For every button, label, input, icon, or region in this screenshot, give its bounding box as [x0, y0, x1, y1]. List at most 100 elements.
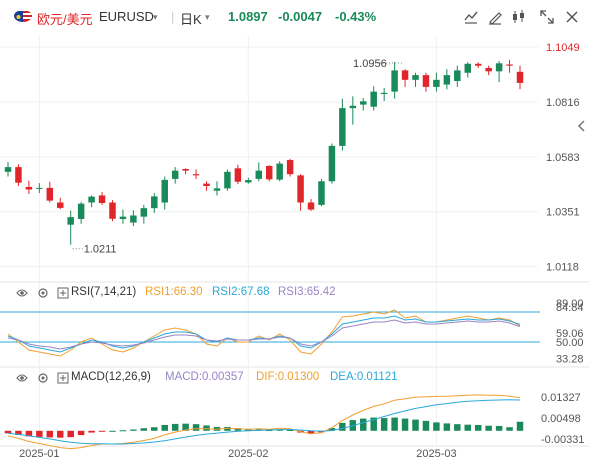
indicator-settings-icon[interactable]: [462, 8, 480, 26]
macd-histogram-bar: [88, 430, 95, 433]
interval-selector[interactable]: 日K: [180, 12, 202, 27]
candle-body: [380, 92, 388, 94]
indicator-toggle-icon[interactable]: [57, 287, 69, 299]
candle-body: [286, 160, 294, 175]
interval-dropdown-icon[interactable]: ▾: [205, 12, 210, 22]
settings-icon[interactable]: [37, 287, 49, 299]
macd-histogram-bar: [57, 430, 64, 438]
candle-body: [98, 195, 106, 203]
macd-line-dea: [7, 399, 521, 445]
candle-body: [307, 202, 315, 210]
flag-icon: [14, 10, 32, 22]
eye-icon[interactable]: [16, 287, 28, 299]
macd-histogram-bar: [412, 419, 419, 431]
rsi3-label: RSI3:65.42: [278, 286, 336, 298]
price-tick-label: 1.0351: [546, 207, 580, 219]
candle-body: [171, 170, 179, 179]
candle-body: [88, 196, 95, 203]
pair-name[interactable]: 欧元/美元: [37, 12, 93, 27]
macd-histogram-bar: [192, 424, 200, 431]
macd-tick-label: 0.01327: [541, 392, 581, 404]
candle-body: [182, 169, 189, 171]
candle-body: [15, 167, 22, 183]
candle-body: [130, 215, 137, 223]
candle-body: [224, 171, 231, 189]
candle-type-icon[interactable]: [510, 8, 528, 26]
macd-title: MACD(12,26,9): [71, 371, 151, 383]
eye-icon[interactable]: [16, 372, 28, 384]
candle-body: [245, 180, 252, 183]
rsi-tick-label: 59.06: [556, 328, 584, 340]
rsi-series: [7, 309, 521, 357]
dif-label: DIF:0.01300: [256, 371, 320, 383]
fullscreen-icon[interactable]: [538, 8, 556, 26]
candle-body: [67, 217, 74, 225]
macd-histogram-bar: [140, 428, 148, 431]
chart-header: 欧元/美元 EURUSD ▾ | 日K ▾ 1.0897 -0.0047 -0.…: [0, 0, 589, 32]
candlestick-series: 1.0956 1.0211: [4, 58, 524, 256]
macd-histogram-bar: [443, 423, 451, 431]
macd-series: [4, 394, 524, 450]
candle-body: [422, 75, 430, 87]
macd-histogram-bar: [245, 429, 252, 431]
macd-histogram-bar: [307, 430, 315, 434]
macd-histogram-bar: [98, 430, 106, 432]
macd-histogram-bar: [161, 424, 168, 431]
rsi-line-rsi3: [7, 319, 521, 350]
candle-body: [318, 181, 325, 205]
candle-body: [77, 203, 85, 220]
indicator-toggle-icon[interactable]: [57, 372, 69, 384]
macd-histogram-bar: [234, 428, 242, 431]
macd-histogram-bar: [203, 425, 210, 431]
candle-body: [203, 183, 210, 186]
settings-icon[interactable]: [37, 372, 49, 384]
price-annotation: 1.0956: [353, 58, 387, 70]
last-price: 1.0897: [228, 9, 268, 24]
macd-histogram-bar: [151, 427, 158, 431]
candle-body: [57, 202, 64, 208]
candle-body: [370, 91, 377, 107]
candle-body: [25, 186, 33, 190]
price-tick-label: 1.0118: [546, 262, 579, 274]
collapse-arrow-icon[interactable]: [576, 118, 588, 134]
macd-line-dif: [7, 394, 521, 450]
candle-body: [151, 196, 158, 209]
draw-tool-icon[interactable]: [486, 8, 504, 26]
x-tick-label: 2025-02: [228, 448, 268, 460]
candle-body: [443, 75, 451, 85]
macd-label: MACD:0.00357: [165, 371, 244, 383]
macd-histogram-bar: [506, 427, 513, 431]
macd-histogram-bar: [15, 430, 22, 435]
close-icon[interactable]: [563, 8, 581, 26]
macd-histogram-bar: [109, 430, 116, 432]
candle-body: [4, 167, 12, 172]
x-tick-label: 2025-03: [416, 448, 456, 460]
rsi-tick-label: 50.00: [556, 337, 584, 349]
macd-histogram-bar: [391, 417, 398, 431]
candle-body: [349, 105, 357, 109]
candle-body: [339, 108, 346, 146]
macd-histogram-bar: [454, 424, 461, 431]
dropdown-icon[interactable]: ▾: [153, 12, 158, 22]
candle-body: [140, 208, 148, 217]
candle-body: [328, 145, 336, 182]
axis-labels: 1.1049 1.0816 1.0583 1.0351 1.0118 89.0084.84…: [19, 42, 584, 460]
candle-body: [360, 101, 367, 105]
price-tick-label: 1.0583: [546, 152, 580, 164]
divider: |: [171, 9, 175, 24]
candle-body: [192, 174, 200, 176]
candle-body: [234, 168, 242, 182]
symbol[interactable]: EURUSD: [99, 9, 154, 24]
macd-histogram-bar: [339, 422, 346, 431]
macd-histogram-bar: [474, 424, 482, 431]
macd-histogram-bar: [265, 430, 273, 432]
macd-tick-label: -0.00331: [541, 434, 584, 446]
grid: [0, 35, 589, 447]
rsi-title: RSI(7,14,21): [71, 286, 137, 298]
macd-histogram-bar: [464, 424, 471, 431]
candle-body: [433, 79, 440, 87]
macd-histogram-bar: [360, 418, 367, 431]
rsi2-label: RSI2:67.68: [212, 286, 270, 298]
macd-histogram-bar: [485, 425, 492, 431]
